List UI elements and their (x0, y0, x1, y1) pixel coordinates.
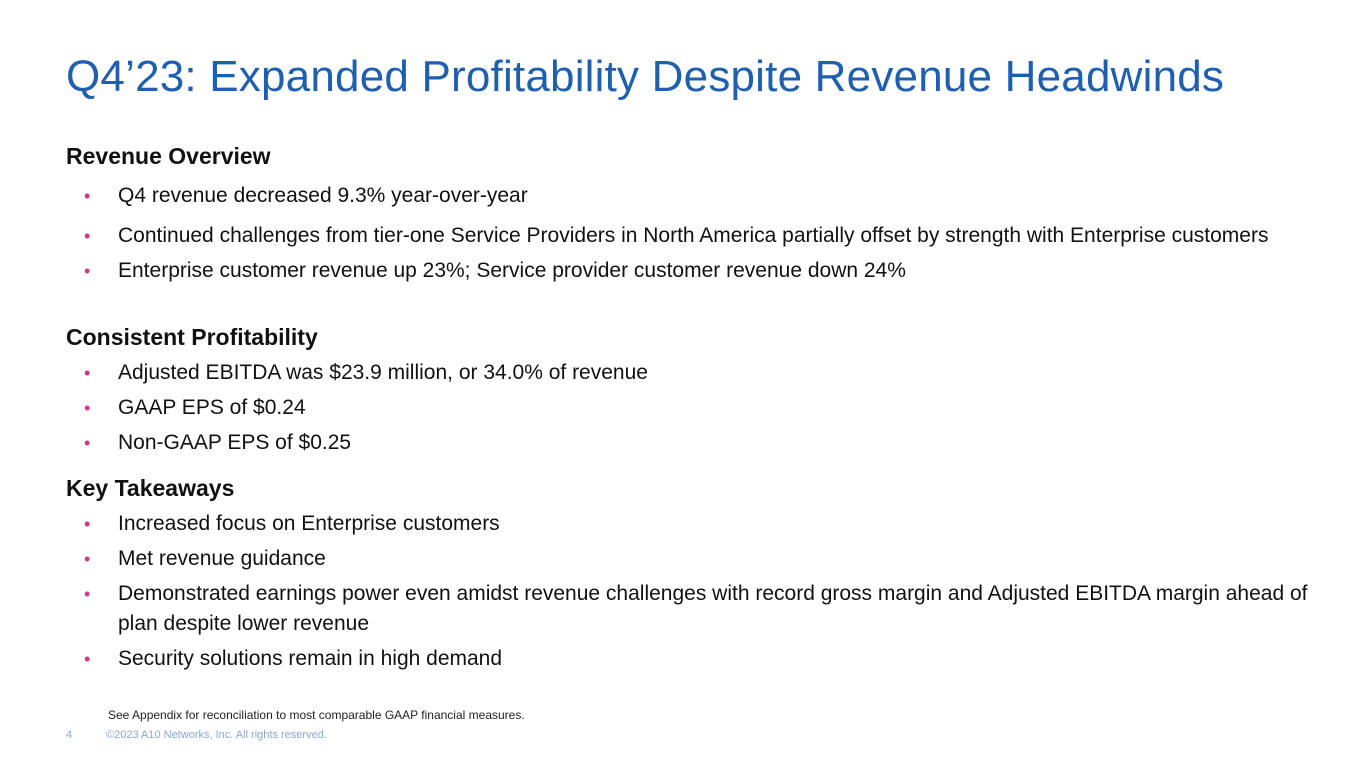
section-revenue-overview: Revenue Overview • Q4 revenue decreased … (66, 141, 1346, 296)
bullet-item: • Continued challenges from tier-one Ser… (66, 221, 1346, 251)
bullet-text: GAAP EPS of $0.24 (118, 396, 306, 419)
bullet-dot-icon: • (84, 584, 91, 604)
bullet-text: Continued challenges from tier-one Servi… (118, 224, 1269, 247)
bullet-dot-icon: • (84, 226, 91, 246)
bullet-item: • GAAP EPS of $0.24 (66, 393, 1346, 423)
page-number: 4 (66, 729, 73, 741)
bullet-list: • Increased focus on Enterprise customer… (66, 509, 1346, 674)
bullet-text: Increased focus on Enterprise customers (118, 512, 500, 535)
bullet-text: Met revenue guidance (118, 547, 326, 570)
bullet-text: Adjusted EBITDA was $23.9 million, or 34… (118, 361, 648, 384)
bullet-dot-icon: • (84, 186, 91, 206)
section-heading: Key Takeaways (66, 475, 235, 501)
bullet-dot-icon: • (84, 514, 91, 534)
bullet-text: Enterprise customer revenue up 23%; Serv… (118, 259, 906, 282)
bullet-item: • Security solutions remain in high dema… (66, 644, 1346, 674)
bullet-list: • Adjusted EBITDA was $23.9 million, or … (66, 358, 1346, 458)
bullet-item: • Non-GAAP EPS of $0.25 (66, 428, 1346, 458)
bullet-dot-icon: • (84, 549, 91, 569)
section-consistent-profitability: Consistent Profitability • Adjusted EBIT… (66, 322, 1346, 463)
section-heading: Consistent Profitability (66, 324, 318, 350)
bullet-item: • Increased focus on Enterprise customer… (66, 509, 1346, 539)
bullet-text: Security solutions remain in high demand (118, 647, 503, 670)
bullet-item: • Q4 revenue decreased 9.3% year-over-ye… (66, 181, 1346, 211)
copyright-notice: ©2023 A10 Networks, Inc. All rights rese… (106, 729, 327, 741)
bullet-dot-icon: • (84, 261, 91, 281)
bullet-item: • Demonstrated earnings power even amids… (66, 579, 1346, 639)
footnote: See Appendix for reconciliation to most … (108, 708, 525, 722)
section-key-takeaways: Key Takeaways • Increased focus on Enter… (66, 473, 1346, 679)
bullet-text: Non-GAAP EPS of $0.25 (118, 431, 352, 454)
section-heading: Revenue Overview (66, 143, 271, 169)
bullet-list: • Q4 revenue decreased 9.3% year-over-ye… (66, 181, 1346, 286)
bullet-item: • Met revenue guidance (66, 544, 1346, 574)
bullet-dot-icon: • (84, 398, 91, 418)
bullet-item: • Enterprise customer revenue up 23%; Se… (66, 256, 1346, 286)
bullet-dot-icon: • (84, 363, 91, 383)
bullet-dot-icon: • (84, 433, 91, 453)
bullet-dot-icon: • (84, 649, 91, 669)
slide-title: Q4’23: Expanded Profitability Despite Re… (66, 52, 1225, 101)
bullet-text: Q4 revenue decreased 9.3% year-over-year (118, 184, 528, 207)
bullet-item: • Adjusted EBITDA was $23.9 million, or … (66, 358, 1346, 388)
bullet-text: Demonstrated earnings power even amidst … (118, 582, 1308, 635)
